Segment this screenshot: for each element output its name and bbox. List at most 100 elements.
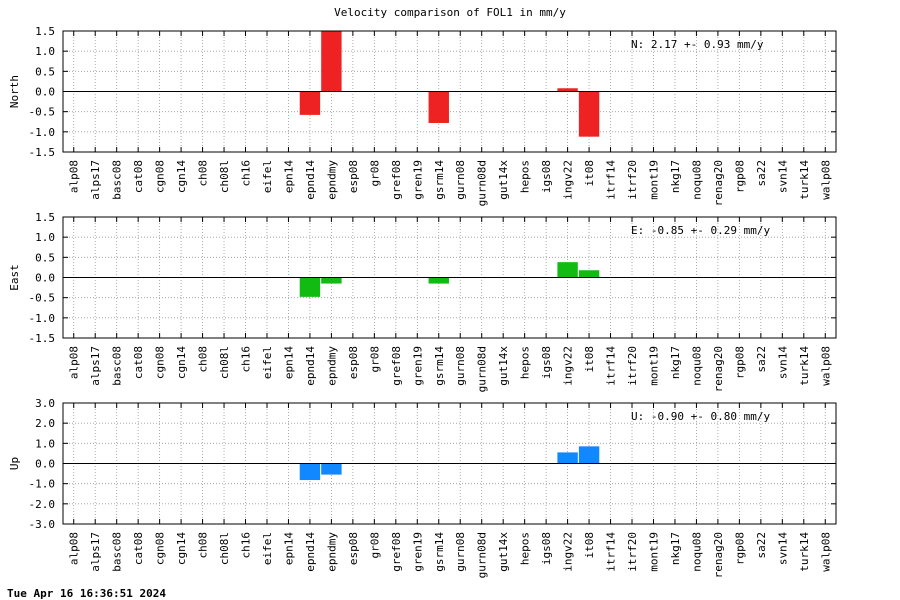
xtick-label: it08	[583, 160, 596, 187]
bar-epndmy	[321, 463, 342, 475]
ytick-label: 1.0	[35, 437, 55, 450]
xtick-label: gref08	[390, 160, 403, 200]
xtick-label: gurn08d	[476, 346, 489, 392]
xtick-label: turk14	[798, 532, 811, 572]
xtick-label: alps17	[89, 532, 102, 572]
bar-epnd14	[299, 463, 321, 481]
bar-epnd14	[299, 91, 321, 115]
xtick-label: epnd14	[304, 532, 317, 572]
xtick-label: svn14	[776, 346, 789, 379]
stats-annotation: U: -0.90 +- 0.80 mm/y	[631, 410, 770, 423]
xtick-label: hepos	[519, 160, 532, 193]
xtick-label: epn14	[282, 532, 295, 565]
chart-panel-up: 3.0 2.0 1.0 0.0 -1.0 -2.0 -3.0 alp08 alps17 basc0…	[8, 397, 837, 578]
xtick-label: alp08	[68, 532, 81, 565]
xtick-label: rgp08	[733, 160, 746, 193]
xtick-label: ingv22	[562, 532, 575, 572]
ytick-label: -2.0	[29, 498, 56, 511]
xtick-label: ingv22	[562, 346, 575, 386]
xtick-label: renag20	[712, 532, 725, 578]
xtick-label: noqu08	[690, 160, 703, 200]
xtick-label: gurn08	[454, 532, 467, 572]
xtick-label: eifel	[261, 532, 274, 565]
ylabel: Up	[8, 457, 21, 470]
xtick-label: eifel	[261, 160, 274, 193]
ytick-label: 0.0	[35, 458, 55, 471]
xtick-label: cgn14	[175, 532, 188, 565]
xtick-label: gren19	[411, 160, 424, 200]
ytick-label: 0.0	[35, 86, 55, 99]
xtick-label: gsrm14	[433, 346, 446, 386]
xtick-label: itrf20	[626, 532, 639, 572]
xtick-label: gut14x	[497, 532, 510, 572]
xtick-label: ch16	[240, 532, 253, 559]
xtick-label: eifel	[261, 346, 274, 379]
xtick-label: alps17	[89, 160, 102, 200]
ytick-label: -1.0	[29, 126, 56, 139]
xtick-label: turk14	[798, 346, 811, 386]
xtick-label: gr08	[368, 532, 381, 559]
xtick-label: renag20	[712, 160, 725, 206]
ytick-label: -3.0	[29, 518, 56, 531]
xtick-label: itrf20	[626, 160, 639, 200]
xtick-label: ingv22	[562, 160, 575, 200]
ytick-label: -1.5	[29, 332, 56, 345]
xtick-label: gurn08d	[476, 532, 489, 578]
xtick-label: gurn08	[454, 346, 467, 386]
bar-gsrm14	[428, 91, 449, 123]
xtick-label: ch08l	[218, 160, 231, 193]
bar-ingv22	[557, 452, 578, 464]
xtick-label: esp08	[347, 532, 360, 565]
xtick-label: ch16	[240, 346, 253, 373]
bar-gsrm14	[428, 277, 449, 284]
xtick-label: itrf14	[605, 532, 618, 572]
xtick-label: alps17	[89, 346, 102, 386]
xtick-label: epndmy	[325, 532, 338, 572]
plot-frame	[62, 30, 837, 153]
xtick-label: nkg17	[669, 532, 682, 565]
xtick-label: ch08	[197, 160, 210, 187]
xtick-label: esp08	[347, 346, 360, 379]
bar-epnd14	[299, 277, 321, 297]
xtick-label: mont19	[647, 346, 660, 386]
ytick-label: 3.0	[35, 397, 55, 410]
xtick-label: noqu08	[690, 532, 703, 572]
bar-ingv22	[557, 88, 578, 92]
ytick-label: 1.5	[35, 211, 55, 224]
xtick-label: ch08	[197, 346, 210, 373]
ytick-label: -1.0	[29, 312, 56, 325]
xtick-label: igs08	[540, 346, 553, 379]
xtick-label: hepos	[519, 346, 532, 379]
xtick-label: itrf14	[605, 346, 618, 386]
xtick-label: walp08	[819, 346, 832, 386]
xtick-label: mont19	[647, 160, 660, 200]
xtick-label: cat08	[132, 532, 145, 565]
xtick-label: svn14	[776, 532, 789, 565]
chart-panel-north: 1.5 1.0 0.5 0.0 -0.5 -1.0 -1.5 alp08 alps17 basc0…	[8, 25, 837, 206]
xtick-label: gref08	[390, 346, 403, 386]
bar-it08	[578, 446, 600, 464]
xtick-label: it08	[583, 532, 596, 559]
xtick-label: turk14	[798, 160, 811, 200]
xtick-label: epnd14	[304, 346, 317, 386]
xtick-label: igs08	[540, 160, 553, 193]
bar-ingv22	[557, 262, 578, 278]
xtick-label: it08	[583, 346, 596, 373]
xtick-label: cgn08	[154, 346, 167, 379]
xtick-label: itrf20	[626, 346, 639, 386]
xtick-label: gsrm14	[433, 160, 446, 200]
ylabel: East	[8, 264, 21, 291]
xtick-label: gren19	[411, 532, 424, 572]
xtick-label: basc08	[111, 532, 124, 572]
plot-frame	[62, 402, 837, 525]
xtick-label: alp08	[68, 346, 81, 379]
bar-epndmy	[321, 31, 342, 92]
xtick-label: walp08	[819, 532, 832, 572]
ytick-label: 0.5	[35, 251, 55, 264]
ylabel: North	[8, 75, 21, 108]
xtick-label: basc08	[111, 160, 124, 200]
xtick-label: gr08	[368, 160, 381, 187]
stats-annotation: E: -0.85 +- 0.29 mm/y	[631, 224, 770, 237]
ytick-label: 1.0	[35, 45, 55, 58]
ytick-label: 1.5	[35, 25, 55, 38]
